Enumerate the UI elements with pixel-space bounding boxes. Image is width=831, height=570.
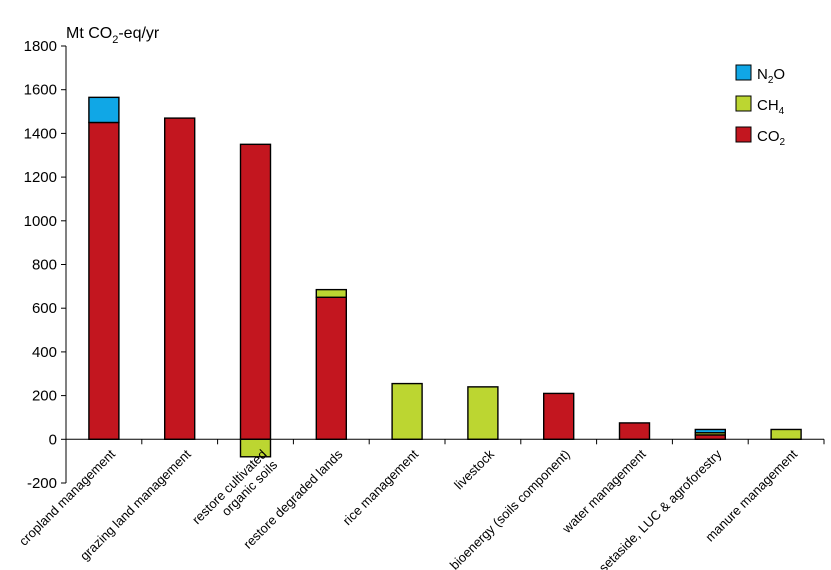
bar-co2 [315, 296, 347, 440]
bar-ch4 [467, 386, 499, 440]
category-label-line: rice management [340, 446, 422, 528]
category-label: rice management [340, 446, 422, 528]
bar-co2 [88, 121, 120, 441]
y-tick-label: 1800 [24, 38, 57, 55]
legend-swatch-ch4 [735, 95, 752, 112]
y-axis-title-rest: -eq/yr [118, 25, 160, 42]
bar-ch4 [770, 428, 802, 440]
y-tick-label: 0 [49, 431, 57, 448]
category-label: livestock [451, 446, 497, 492]
bar-ch4 [315, 288, 347, 298]
category-label-line: setaside, LUC & agroforestry [596, 446, 725, 570]
y-tick-label: 200 [32, 388, 57, 405]
legend-swatch-co2 [735, 126, 752, 143]
y-tick-label: 800 [32, 257, 57, 274]
category-label-line: water management [559, 446, 649, 536]
bar-co2 [163, 117, 196, 441]
y-axis-title-main: Mt CO [66, 25, 112, 42]
legend-label-co2: CO2 [757, 128, 786, 148]
category-label: water management [559, 446, 649, 536]
bar-co2 [543, 392, 575, 441]
y-axis-title-subscript: 2 [112, 34, 118, 46]
legend: N2O CH4 CO2 [735, 64, 786, 148]
axes [65, 46, 825, 483]
y-tick-label: 1600 [24, 82, 57, 99]
y-axis-title: Mt CO2-eq/yr [66, 25, 160, 46]
y-tick-label: 1400 [24, 125, 57, 142]
y-tick-label: 600 [32, 300, 57, 317]
category-label: bioenergy (soils component) [447, 447, 573, 570]
category-label: setaside, LUC & agroforestry [596, 446, 725, 570]
y-tick-label: 1000 [24, 213, 57, 230]
bars [88, 96, 802, 458]
bar-n2o [88, 96, 120, 124]
category-label-line: livestock [451, 446, 497, 492]
legend-label-ch4: CH4 [757, 97, 785, 117]
legend-label-n2o: N2O [757, 66, 785, 86]
y-tick-label: 400 [32, 344, 57, 361]
y-axis-ticks: -200 0 200 400 600 800 1000 1200 1400 1600 1800 [24, 38, 66, 492]
bar-co2 [618, 422, 651, 441]
y-tick-label: 1200 [24, 169, 57, 186]
legend-swatch-n2o [735, 64, 752, 81]
y-tick-label: -200 [27, 475, 57, 492]
bar-n2o [694, 428, 726, 434]
category-label-line: bioenergy (soils component) [447, 447, 573, 570]
bar-co2 [239, 143, 272, 441]
bar-ch4 [391, 382, 423, 440]
